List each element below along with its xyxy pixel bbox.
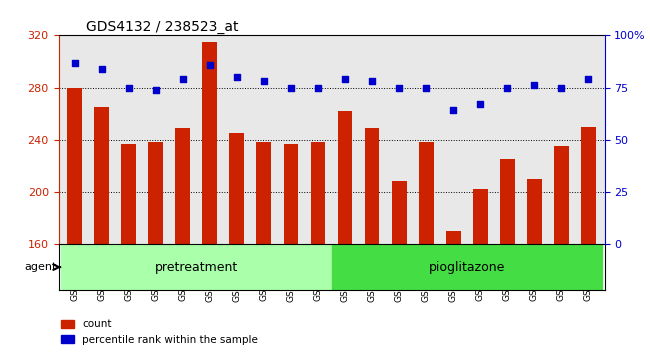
Text: pioglitazone: pioglitazone [428, 261, 505, 274]
Point [583, 76, 593, 82]
Bar [61, 244, 332, 290]
Point [205, 62, 215, 67]
Bar [176, 128, 190, 244]
Bar [392, 181, 406, 244]
Point [421, 85, 432, 90]
Bar [94, 107, 109, 244]
Bar [500, 159, 515, 244]
Point [367, 79, 377, 84]
Bar [122, 144, 136, 244]
Point [340, 76, 350, 82]
Point [502, 85, 512, 90]
Bar [554, 146, 569, 244]
Bar [283, 144, 298, 244]
Bar [332, 244, 602, 290]
Bar [68, 87, 82, 244]
Point [475, 101, 486, 107]
Legend: count, percentile rank within the sample: count, percentile rank within the sample [57, 315, 262, 349]
Bar [581, 127, 595, 244]
Text: pretreatment: pretreatment [155, 261, 238, 274]
Bar [473, 189, 488, 244]
Point [394, 85, 404, 90]
Point [448, 108, 458, 113]
Point [151, 87, 161, 92]
Bar [419, 142, 434, 244]
Bar [202, 42, 217, 244]
Text: GDS4132 / 238523_at: GDS4132 / 238523_at [86, 21, 239, 34]
Bar [148, 142, 163, 244]
Point [70, 60, 80, 65]
Bar [365, 128, 380, 244]
Text: agent: agent [25, 262, 57, 272]
Point [313, 85, 323, 90]
Bar [257, 142, 271, 244]
Point [529, 82, 539, 88]
Bar [229, 133, 244, 244]
Point [124, 85, 134, 90]
Point [177, 76, 188, 82]
Point [286, 85, 296, 90]
Point [231, 74, 242, 80]
Point [556, 85, 566, 90]
Bar [446, 231, 461, 244]
Point [259, 79, 269, 84]
Bar [311, 142, 326, 244]
Point [97, 66, 107, 72]
Bar [337, 111, 352, 244]
Bar [526, 179, 541, 244]
